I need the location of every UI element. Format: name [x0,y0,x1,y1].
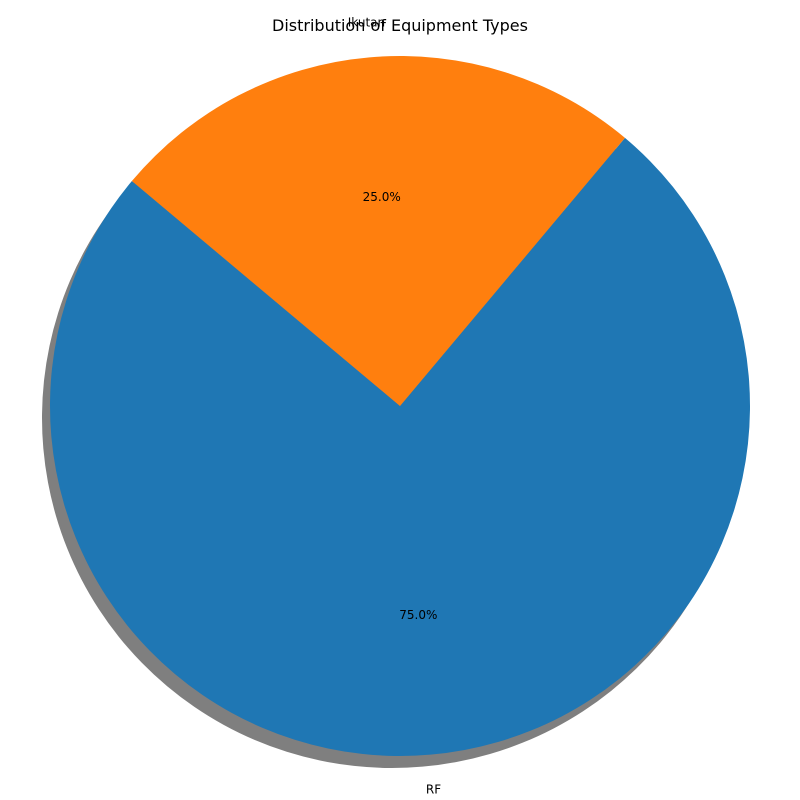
chart-title: Distribution of Equipment Types [272,16,528,35]
percent-label-ikutan: 25.0% [363,190,401,204]
slice-label-rf: RF [426,783,441,797]
percent-label-rf: 75.0% [399,608,437,622]
slice-rf [50,137,750,756]
slice-label-ikutan: Ikutan [348,15,385,29]
pie-labels: RF 75.0% Ikutan 25.0% [348,15,442,796]
pie-slices [50,56,750,756]
slice-ikutan [131,56,625,406]
